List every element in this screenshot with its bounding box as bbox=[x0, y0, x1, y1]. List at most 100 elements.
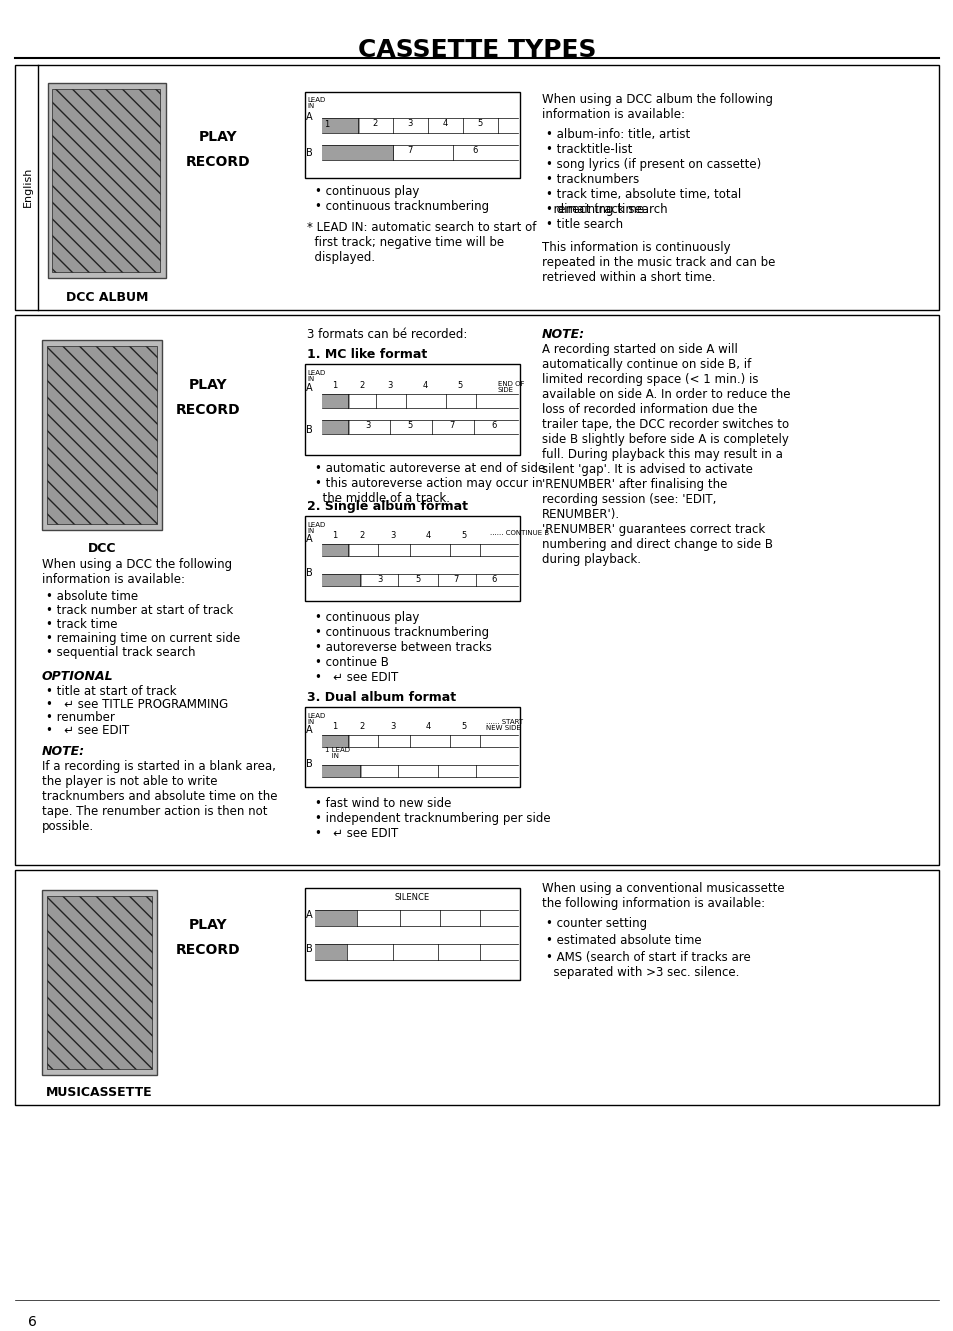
Bar bbox=[15, 870, 938, 1105]
Text: PLAY: PLAY bbox=[189, 378, 227, 393]
Text: A recording started on side A will
automatically continue on side B, if
limited : A recording started on side A will autom… bbox=[541, 343, 790, 566]
Text: B: B bbox=[306, 568, 313, 578]
Text: B: B bbox=[306, 148, 313, 158]
Bar bbox=[47, 896, 152, 1069]
Text: • continue B: • continue B bbox=[314, 656, 389, 669]
Text: 5: 5 bbox=[415, 575, 420, 584]
Text: When using a conventional musicassette
the following information is available:: When using a conventional musicassette t… bbox=[541, 882, 783, 910]
Text: • continuous tracknumbering: • continuous tracknumbering bbox=[314, 626, 489, 639]
Text: NEW SIDE: NEW SIDE bbox=[485, 725, 520, 731]
Text: IN: IN bbox=[307, 528, 314, 534]
Text: When using a DCC album the following
information is available:: When using a DCC album the following inf… bbox=[541, 93, 772, 121]
Text: 2. Single album format: 2. Single album format bbox=[307, 500, 468, 512]
Text: • title at start of track: • title at start of track bbox=[46, 685, 176, 697]
Text: • title search: • title search bbox=[545, 218, 622, 232]
Text: ...... START: ...... START bbox=[485, 719, 522, 725]
Text: 1: 1 bbox=[332, 721, 337, 731]
Text: •   ↵ see EDIT: • ↵ see EDIT bbox=[314, 671, 397, 684]
Text: A: A bbox=[306, 534, 313, 544]
Text: • sequential track search: • sequential track search bbox=[46, 646, 195, 659]
Bar bbox=[322, 544, 350, 556]
Text: A: A bbox=[306, 383, 313, 393]
Text: 5: 5 bbox=[461, 531, 466, 540]
Bar bbox=[42, 339, 162, 530]
Text: RECORD: RECORD bbox=[175, 403, 240, 417]
Bar bbox=[52, 89, 160, 272]
Text: 1: 1 bbox=[332, 531, 337, 540]
Text: PLAY: PLAY bbox=[189, 918, 227, 932]
Bar bbox=[322, 574, 361, 586]
Text: 4: 4 bbox=[442, 118, 447, 128]
Text: 2: 2 bbox=[359, 531, 364, 540]
Text: LEAD: LEAD bbox=[307, 713, 325, 719]
Text: 6: 6 bbox=[491, 575, 497, 584]
Text: LEAD: LEAD bbox=[307, 97, 325, 102]
Text: 4: 4 bbox=[425, 531, 430, 540]
Bar bbox=[322, 735, 350, 747]
Text: 4: 4 bbox=[425, 721, 430, 731]
Text: • estimated absolute time: • estimated absolute time bbox=[545, 934, 700, 946]
Text: •   ↵ see EDIT: • ↵ see EDIT bbox=[314, 827, 397, 840]
Text: • tracktitle-list: • tracktitle-list bbox=[545, 142, 632, 156]
Text: 6: 6 bbox=[491, 421, 497, 430]
Text: SILENCE: SILENCE bbox=[394, 893, 429, 902]
Bar bbox=[322, 394, 350, 409]
Text: SIDE: SIDE bbox=[497, 387, 514, 393]
Text: • track number at start of track: • track number at start of track bbox=[46, 604, 233, 618]
Text: OPTIONAL: OPTIONAL bbox=[42, 669, 113, 683]
Text: 4: 4 bbox=[422, 381, 427, 390]
Text: •   ↵ see EDIT: • ↵ see EDIT bbox=[46, 724, 129, 737]
Text: 1. MC like format: 1. MC like format bbox=[307, 347, 427, 361]
Text: • counter setting: • counter setting bbox=[545, 917, 646, 930]
Bar bbox=[15, 315, 938, 865]
Text: MUSICASSETTE: MUSICASSETTE bbox=[46, 1086, 152, 1099]
Text: 1: 1 bbox=[324, 120, 329, 129]
Text: 2: 2 bbox=[359, 381, 364, 390]
Text: This information is continuously
repeated in the music track and can be
retrieve: This information is continuously repeate… bbox=[541, 241, 775, 284]
Text: 7: 7 bbox=[453, 575, 458, 584]
Text: • continuous play: • continuous play bbox=[314, 185, 419, 198]
Text: 5: 5 bbox=[407, 421, 413, 430]
Text: 3. Dual album format: 3. Dual album format bbox=[307, 691, 456, 704]
Bar bbox=[322, 765, 361, 777]
Text: RECORD: RECORD bbox=[175, 942, 240, 957]
Text: 5: 5 bbox=[456, 381, 462, 390]
Text: NOTE:: NOTE: bbox=[42, 745, 85, 757]
Text: • AMS (search of start if tracks are
  separated with >3 sec. silence.: • AMS (search of start if tracks are sep… bbox=[545, 952, 750, 980]
Text: NOTE:: NOTE: bbox=[541, 327, 584, 341]
Text: CASSETTE TYPES: CASSETTE TYPES bbox=[357, 39, 596, 63]
Bar bbox=[314, 910, 356, 926]
Text: • track time, absolute time, total
  remaining time.: • track time, absolute time, total remai… bbox=[545, 188, 740, 216]
Text: 7: 7 bbox=[407, 146, 413, 154]
Bar bbox=[48, 83, 166, 278]
Bar bbox=[322, 118, 359, 133]
Text: END OF: END OF bbox=[497, 381, 524, 387]
Text: 3: 3 bbox=[387, 381, 393, 390]
Text: LEAD: LEAD bbox=[307, 522, 325, 528]
Text: 3: 3 bbox=[377, 575, 382, 584]
Bar bbox=[314, 944, 347, 960]
Text: • this autoreverse action may occur in
  the middle of a track.: • this autoreverse action may occur in t… bbox=[314, 476, 542, 504]
Bar bbox=[305, 363, 519, 455]
Text: • song lyrics (if present on cassette): • song lyrics (if present on cassette) bbox=[545, 158, 760, 170]
Text: IN: IN bbox=[307, 719, 314, 725]
Text: 7: 7 bbox=[449, 421, 455, 430]
Text: • continuous tracknumbering: • continuous tracknumbering bbox=[314, 200, 489, 213]
Text: B: B bbox=[306, 425, 313, 435]
Text: B: B bbox=[306, 944, 313, 954]
Text: • renumber: • renumber bbox=[46, 711, 114, 724]
Text: • track time: • track time bbox=[46, 618, 117, 631]
Text: IN: IN bbox=[307, 375, 314, 382]
Bar bbox=[47, 346, 157, 524]
Text: 5: 5 bbox=[461, 721, 466, 731]
Bar bbox=[305, 92, 519, 178]
Bar bbox=[305, 888, 519, 980]
Text: ...... CONTINUE B: ...... CONTINUE B bbox=[490, 530, 549, 536]
Text: When using a DCC the following
information is available:: When using a DCC the following informati… bbox=[42, 558, 232, 586]
Text: DCC ALBUM: DCC ALBUM bbox=[66, 291, 148, 303]
Text: B: B bbox=[306, 759, 313, 769]
Text: 2: 2 bbox=[372, 118, 377, 128]
Text: • absolute time: • absolute time bbox=[46, 590, 138, 603]
Bar bbox=[42, 890, 157, 1075]
Bar bbox=[322, 145, 394, 160]
